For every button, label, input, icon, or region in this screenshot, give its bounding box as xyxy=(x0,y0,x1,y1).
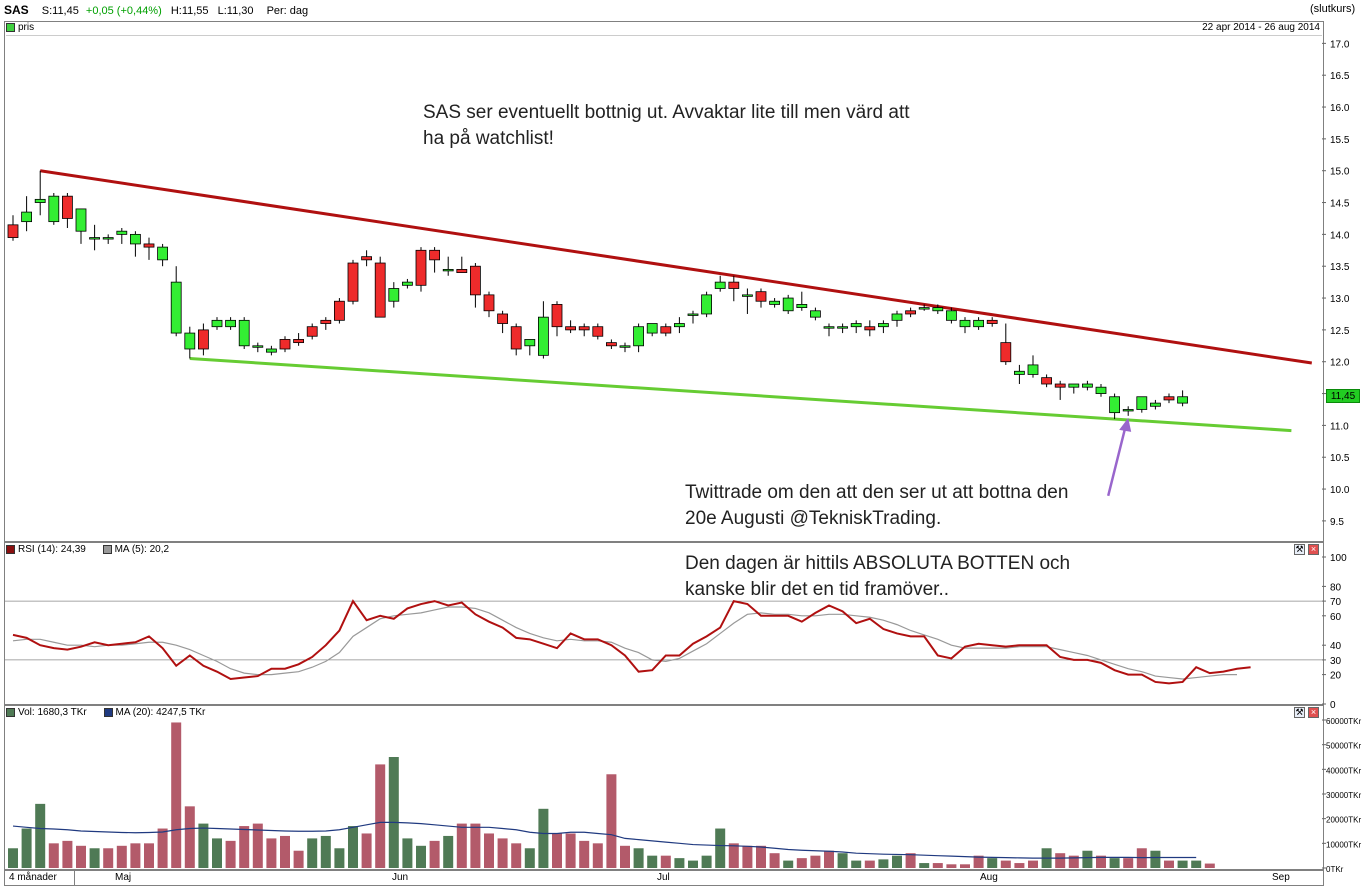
close-label: (slutkurs) xyxy=(1310,3,1356,15)
rsi-panel xyxy=(4,542,1324,705)
price-ytick-label: 10.0 xyxy=(1330,485,1350,496)
rsi-ytick-label: 30 xyxy=(1330,656,1342,667)
price-ytick-label: 14.0 xyxy=(1330,230,1350,241)
price-ytick-label: 16.0 xyxy=(1330,103,1350,114)
month-label-sep: Sep xyxy=(1272,872,1290,883)
ticker-label: SAS xyxy=(4,3,29,17)
annotation-mid-line1: Twittrade om den att den ser ut att bott… xyxy=(685,482,1069,503)
annotation-low-line1: Den dagen är hittils ABSOLUTA BOTTEN och xyxy=(685,553,1071,574)
vol-ma-legend-swatch xyxy=(103,707,113,717)
month-label-jun: Jun xyxy=(392,872,409,883)
price-ytick-label: 9.5 xyxy=(1330,517,1344,528)
time-axis xyxy=(4,870,1324,886)
close-icon: × xyxy=(1310,544,1317,554)
header-bar: SAS S:11,45 +0,05 (+0,44%) H:11,55 L:11,… xyxy=(4,3,1324,19)
price-ytick-label: 10.5 xyxy=(1330,453,1350,464)
price-ytick-label: 14.5 xyxy=(1330,199,1350,210)
price-ytick-label: 15.0 xyxy=(1330,167,1350,178)
period-selector-label: 4 månader xyxy=(9,872,57,883)
price-ytick-label: 13.5 xyxy=(1330,262,1350,273)
month-label-jul: Jul xyxy=(657,872,670,883)
rsi-ytick-label: 40 xyxy=(1330,641,1342,652)
price-ytick-label: 13.0 xyxy=(1330,294,1350,305)
rsi-ma-legend-label: MA (5): 20,2 xyxy=(114,544,170,555)
vol-ma-legend-label: MA (20): 4247,5 TKr xyxy=(115,707,206,718)
rsi-ytick-label: 80 xyxy=(1330,582,1342,593)
last-price-badge-label: 11,45 xyxy=(1330,391,1356,402)
price-legend: pris 22 apr 2014 - 26 aug 2014 xyxy=(6,22,1322,36)
wrench-icon: ⚒ xyxy=(1295,707,1304,717)
rsi-ytick-label: 100 xyxy=(1330,553,1347,564)
price-ytick-label: 17.0 xyxy=(1330,39,1350,50)
vol-ytick-label: 60000TKr xyxy=(1326,717,1361,726)
vol-legend-swatch xyxy=(6,707,15,717)
high-value: H:11,55 xyxy=(170,5,209,17)
annotation-top: SAS ser eventuellt bottnig ut. Avvaktar … xyxy=(423,100,910,152)
price-ytick-label: 15.5 xyxy=(1330,135,1350,146)
period-selector-button[interactable]: 4 månader xyxy=(5,871,75,885)
period-value: Per: dag xyxy=(266,5,309,17)
annotation-low: Den dagen är hittils ABSOLUTA BOTTEN och… xyxy=(685,551,1070,603)
rsi-close-button[interactable]: × xyxy=(1308,544,1319,555)
month-label-aug: Aug xyxy=(980,872,998,883)
rsi-legend-label: RSI (14): 24,39 xyxy=(18,544,86,555)
wrench-icon: ⚒ xyxy=(1295,544,1304,554)
price-ytick-label: 12.0 xyxy=(1330,358,1350,369)
date-range: 22 apr 2014 - 26 aug 2014 xyxy=(1202,22,1320,33)
volume-panel xyxy=(4,705,1324,870)
last-price: S:11,45 xyxy=(41,5,79,17)
change-value: +0,05 (+0,44%) xyxy=(85,5,162,17)
last-price-badge: 11,45 xyxy=(1326,389,1360,403)
close-icon: × xyxy=(1310,707,1317,717)
volume-close-button[interactable]: × xyxy=(1308,707,1319,718)
vol-ytick-label: 30000TKr xyxy=(1326,791,1361,800)
rsi-ytick-label: 0 xyxy=(1330,700,1336,711)
annotation-top-line2: ha på watchlist! xyxy=(423,128,554,149)
price-ytick-label: 12.5 xyxy=(1330,326,1350,337)
price-ytick-label: 16.5 xyxy=(1330,71,1350,82)
rsi-ytick-label: 60 xyxy=(1330,612,1342,623)
rsi-ytick-label: 20 xyxy=(1330,671,1342,682)
rsi-legend-swatch xyxy=(6,544,15,554)
vol-ytick-label: 0TKr xyxy=(1326,865,1344,874)
rsi-ma-legend-swatch xyxy=(102,544,112,554)
vol-ytick-label: 50000TKr xyxy=(1326,742,1361,751)
vol-ytick-label: 40000TKr xyxy=(1326,766,1361,775)
low-value: L:11,30 xyxy=(217,5,254,17)
vol-ytick-label: 20000TKr xyxy=(1326,816,1361,825)
annotation-top-line1: SAS ser eventuellt bottnig ut. Avvaktar … xyxy=(423,102,910,123)
price-legend-label: pris xyxy=(18,22,35,33)
month-label-maj: Maj xyxy=(115,872,132,883)
volume-legend: Vol: 1680,3 TKr MA (20): 4247,5 TKr xyxy=(6,707,1322,720)
annotation-mid: Twittrade om den att den ser ut att bott… xyxy=(685,480,1068,532)
rsi-ytick-label: 70 xyxy=(1330,597,1342,608)
rsi-settings-button[interactable]: ⚒ xyxy=(1294,544,1305,555)
volume-settings-button[interactable]: ⚒ xyxy=(1294,707,1305,718)
vol-ytick-label: 10000TKr xyxy=(1326,840,1361,849)
rsi-legend: RSI (14): 24,39 MA (5): 20,2 xyxy=(6,544,1322,557)
price-legend-swatch xyxy=(6,22,15,32)
annotation-mid-line2: 20e Augusti @TekniskTrading. xyxy=(685,508,942,529)
vol-legend-label: Vol: 1680,3 TKr xyxy=(18,707,87,718)
annotation-low-line2: kanske blir det en tid framöver.. xyxy=(685,579,950,600)
price-ytick-label: 11.0 xyxy=(1330,421,1349,432)
